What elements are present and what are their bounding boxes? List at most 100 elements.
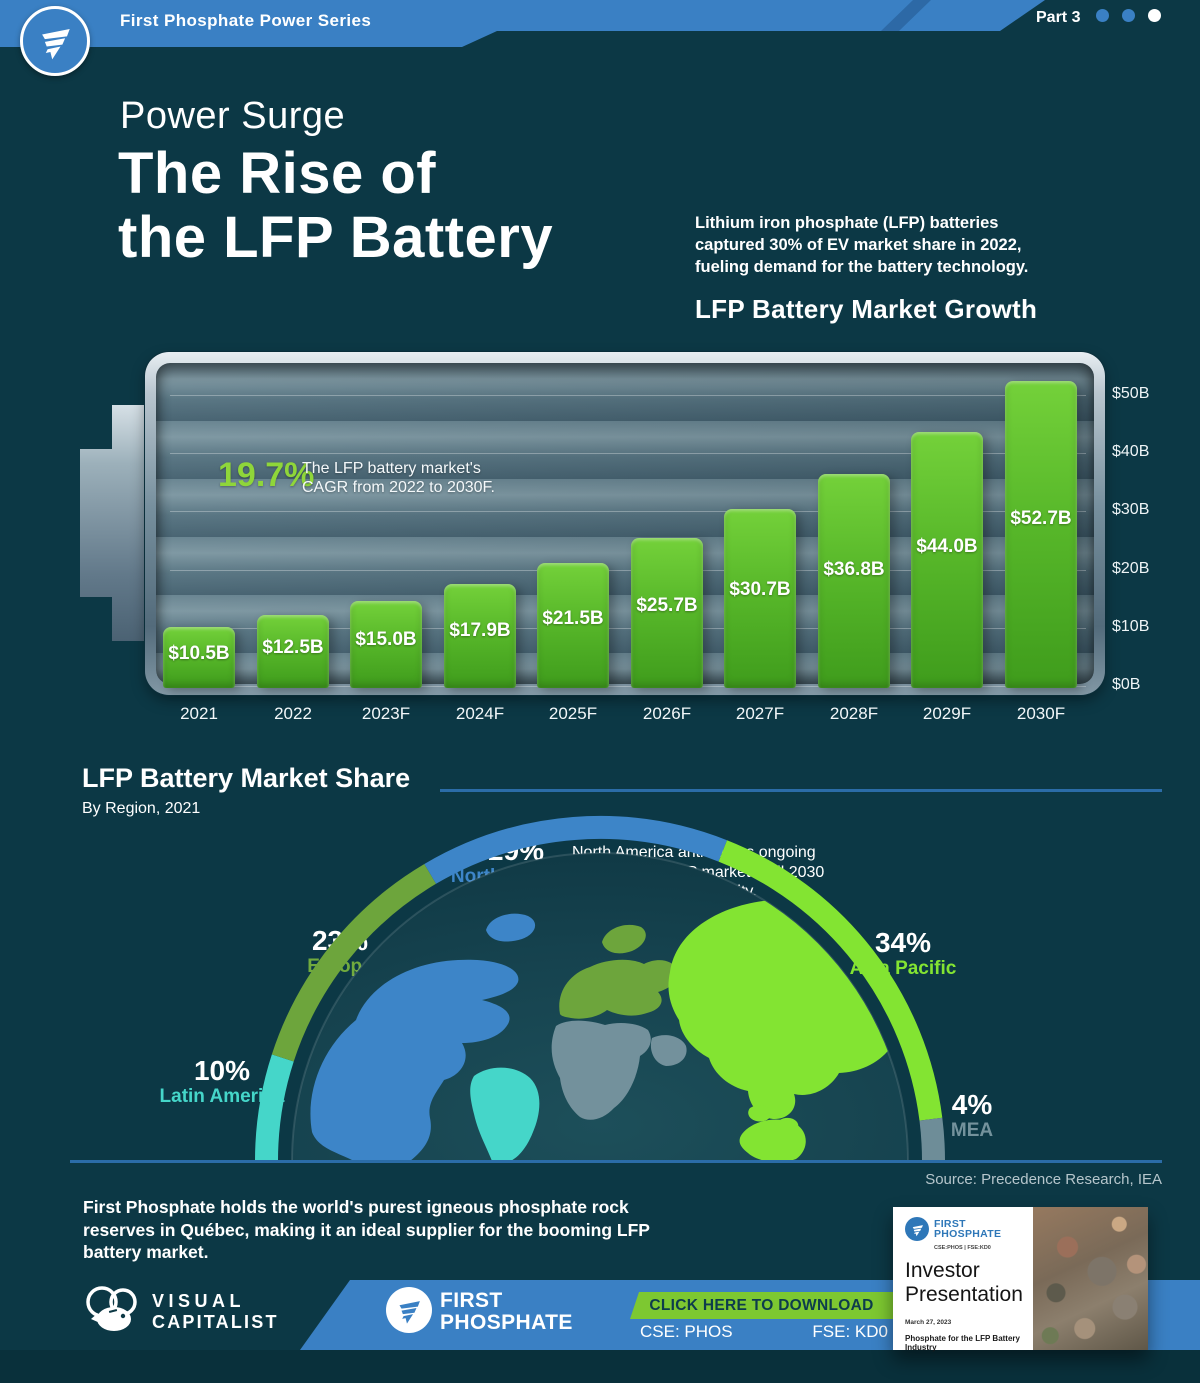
bar-2024F: $17.9B — [444, 584, 516, 688]
progress-dots — [1090, 9, 1162, 27]
header-band — [0, 0, 1045, 47]
progress-dot-3 — [1148, 9, 1162, 22]
x-label-2024F: 2024F — [455, 704, 505, 723]
x-label-2030F: 2030F — [1016, 704, 1066, 723]
intro-paragraph: Lithium iron phosphate (LFP) batteries c… — [695, 214, 1029, 276]
bar-2029F: $44.0B — [911, 432, 983, 688]
bar-2026F: $25.7B — [631, 538, 703, 688]
page-title-line1: The Rise of — [118, 141, 437, 206]
gridline-$20B — [170, 570, 1086, 571]
islands-southeast-asia — [748, 1105, 772, 1122]
card-brand-row: FIRST PHOSPHATE — [905, 1217, 1025, 1241]
y-tick-$0B: $0B — [1112, 676, 1141, 693]
y-tick-$50B: $50B — [1112, 385, 1150, 402]
globe-semicircle-chart — [254, 815, 946, 1162]
arc-segment-asia-pacific — [718, 840, 943, 1121]
continent-scandinavia — [602, 924, 646, 954]
bar-2021: $10.5B — [163, 627, 235, 688]
bar-chart-title: LFP Battery Market Growth — [695, 294, 1038, 324]
region-name: Latin America — [159, 1086, 285, 1107]
arc-segment-mea — [919, 1117, 946, 1162]
x-label-2023F: 2023F — [361, 704, 411, 723]
continent-africa — [551, 1020, 651, 1120]
card-date: March 27, 2023 — [905, 1319, 952, 1326]
card-title: Investor Presentation — [905, 1259, 1023, 1306]
investor-presentation-card[interactable]: FIRST PHOSPHATE CSE:PHOS | FSE:KD0 Inves… — [893, 1207, 1148, 1352]
baseline-rule — [70, 1160, 1162, 1163]
continent-australia — [739, 1119, 806, 1161]
visual-capitalist-wordmark: VISUAL CAPITALIST — [152, 1291, 279, 1333]
cagr-value: 19.7% — [218, 456, 315, 494]
bar-value-label: $25.7B — [636, 594, 698, 616]
download-button[interactable]: CLICK HERE TO DOWNLOAD — [630, 1292, 893, 1319]
fp-word-first: FIRST — [440, 1289, 503, 1312]
region-label-latin-america: 10% Latin America — [152, 1055, 292, 1108]
card-tickers: CSE:PHOS | FSE:KD0 — [934, 1245, 991, 1251]
region-name: MEA — [950, 1120, 994, 1141]
y-tick-$20B: $20B — [1112, 560, 1150, 577]
title-kicker: Power Surge — [120, 95, 346, 137]
progress-dot-2 — [1122, 9, 1136, 22]
arc-segment-north-america — [424, 815, 728, 884]
rock-photo — [1033, 1207, 1148, 1350]
ticker-row: CSE: PHOS FSE: KD0 — [640, 1322, 888, 1342]
region-pct: 34% — [874, 927, 932, 958]
card-brand-first: FIRST — [934, 1217, 966, 1230]
continent-greenland — [486, 913, 536, 942]
card-cover: FIRST PHOSPHATE CSE:PHOS | FSE:KD0 Inves… — [893, 1207, 1033, 1352]
x-label-2026F: 2026F — [642, 704, 692, 723]
page-title-line2: the LFP Battery — [118, 205, 554, 270]
bottom-strip — [0, 1350, 1200, 1383]
bar-value-label: $12.5B — [262, 636, 324, 658]
x-label-2025F: 2025F — [548, 704, 598, 723]
gridline-$10B — [170, 628, 1086, 629]
first-phosphate-card-badge — [905, 1217, 929, 1241]
gridline-$50B — [170, 395, 1086, 396]
first-phosphate-f-icon — [399, 1301, 420, 1324]
x-label-2021: 2021 — [180, 704, 218, 723]
header-band-shape — [0, 0, 1045, 47]
part-indicator: Part 3 — [1036, 9, 1162, 27]
bar-value-label: $36.8B — [823, 559, 885, 581]
bar-2022: $12.5B — [257, 615, 329, 688]
bar-2027F: $30.7B — [724, 509, 796, 688]
x-label-2022: 2022 — [274, 704, 312, 723]
first-phosphate-footer-badge — [386, 1287, 432, 1333]
bar-2023F: $15.0B — [350, 601, 422, 688]
source-text: Source: Precedence Research, IEA — [925, 1171, 1162, 1188]
gridline-$40B — [170, 453, 1086, 454]
region-arabia — [650, 1035, 687, 1066]
vc-word-capitalist: CAPITALIST — [152, 1312, 279, 1332]
region-pct: 10% — [193, 1055, 251, 1086]
ticker-fse: FSE: KD0 — [812, 1322, 888, 1341]
bar-2030F: $52.7B — [1005, 381, 1077, 688]
x-label-2027F: 2027F — [735, 704, 785, 723]
progress-dot-1 — [1096, 9, 1110, 22]
bar-value-label: $17.9B — [449, 619, 511, 641]
continent-north-america — [310, 959, 519, 1161]
first-phosphate-f-icon — [912, 1224, 923, 1236]
first-phosphate-wordmark: FIRST PHOSPHATE — [440, 1290, 573, 1333]
card-brand-phosphate: PHOSPHATE — [934, 1228, 1002, 1240]
bar-value-label: $30.7B — [729, 578, 791, 600]
bar-2025F: $21.5B — [537, 563, 609, 688]
bar-value-label: $10.5B — [168, 643, 230, 665]
ticker-cse: CSE: PHOS — [640, 1322, 733, 1341]
share-section-title: LFP Battery Market Share — [82, 763, 411, 793]
part-label: Part 3 — [1036, 9, 1081, 26]
fp-word-phosphate: PHOSPHATE — [440, 1310, 573, 1334]
first-phosphate-f-icon — [42, 29, 70, 60]
region-pct: 4% — [951, 1089, 993, 1120]
arc-segment-europe — [271, 864, 437, 1062]
continent-europe — [559, 959, 678, 1019]
gridline-$0B — [170, 686, 1086, 687]
share-section-subtitle: By Region, 2021 — [82, 800, 201, 817]
battery-terminal — [80, 405, 146, 641]
closing-paragraph: First Phosphate holds the world's purest… — [83, 1197, 650, 1262]
y-tick-$40B: $40B — [1112, 443, 1150, 460]
y-tick-$10B: $10B — [1112, 618, 1150, 635]
header-band-accent — [881, 0, 931, 31]
bar-value-label: $15.0B — [355, 629, 417, 651]
y-tick-$30B: $30B — [1112, 501, 1150, 518]
